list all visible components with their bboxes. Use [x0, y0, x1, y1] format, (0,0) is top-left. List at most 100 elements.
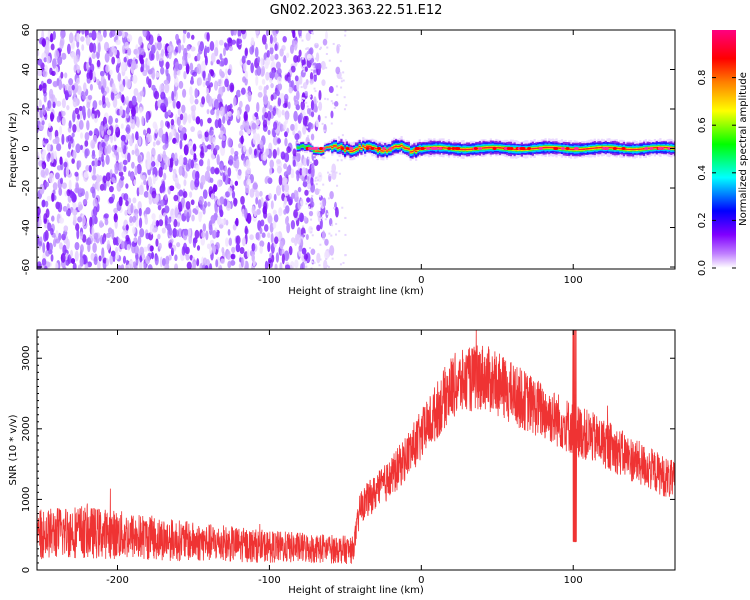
spectrogram-noise-blob	[306, 53, 312, 61]
spectrogram-noise-blob	[74, 241, 80, 251]
spectrogram-noise-blob	[284, 183, 290, 193]
spectrogram-noise-blob	[151, 161, 156, 167]
spectrogram-noise-blob	[160, 49, 165, 57]
spectrogram-noise-blob	[169, 185, 175, 192]
spectrogram-noise-blob	[283, 55, 287, 64]
spectrogram-faint-point	[331, 257, 334, 260]
spectrogram-signal-cell	[484, 147, 487, 149]
spectrogram-noise-blob	[61, 52, 67, 60]
spectrogram-noise-blob	[185, 200, 191, 210]
spectrogram-faint-point	[338, 76, 341, 79]
spectrogram-noise-blob	[284, 264, 290, 269]
spectrogram-noise-blob	[213, 184, 218, 192]
spectrogram-hotspot	[519, 147, 524, 151]
spectrogram-noise-blob	[44, 222, 48, 229]
spectrogram-faint-point	[328, 59, 331, 62]
spectrogram-noise-blob	[151, 213, 156, 220]
spectrogram-noise-blob	[118, 161, 124, 173]
spectrogram-noise-blob	[135, 219, 140, 228]
spectrogram-faint-point	[304, 265, 307, 268]
spectrogram-hotspot	[612, 147, 617, 151]
spectrogram-noise-blob	[53, 150, 57, 160]
spectrogram-noise-blob	[262, 206, 268, 215]
spectrogram-noise-blob	[262, 119, 268, 128]
spectrogram-noise-blob	[98, 220, 104, 229]
spectrogram-faint-point	[314, 177, 317, 180]
spectrogram-noise-blob	[227, 111, 232, 117]
spectrogram-noise-blob	[299, 212, 304, 223]
spectrogram-faint-point	[318, 195, 321, 198]
spectrogram-noise-blob	[46, 55, 51, 64]
spectrogram-noise-blob	[131, 149, 135, 155]
spectrogram-faint-point	[317, 106, 320, 109]
spectrogram-faint-point	[303, 233, 306, 236]
spectrogram-noise-blob	[163, 172, 167, 181]
spectrogram-noise-blob	[135, 255, 139, 267]
spectrogram-signal-cell	[415, 150, 418, 152]
spectrogram-noise-blob	[100, 70, 105, 77]
spectrogram-y-tick-label: -20	[21, 180, 32, 196]
spectrogram-noise-blob	[73, 55, 78, 65]
spectrogram-signal-cell	[637, 148, 640, 150]
spectrogram-signal-cell	[579, 148, 582, 151]
spectrogram-noise-blob	[219, 209, 224, 218]
spectrogram-faint-point	[325, 257, 328, 260]
spectrogram-hotspot	[573, 147, 578, 151]
spectrogram-noise-blob	[254, 112, 259, 118]
spectrogram-signal-cell	[409, 151, 412, 153]
spectrogram-noise-blob	[294, 75, 299, 82]
spectrogram-hotspot	[473, 147, 478, 151]
spectrogram-noise-blob	[324, 250, 329, 260]
spectrogram-noise-blob	[201, 134, 205, 144]
spectrogram-noise-blob	[270, 200, 274, 210]
spectrogram-noise-blob	[282, 176, 287, 186]
spectrogram-faint-point	[307, 157, 310, 160]
spectrogram-noise-blob	[97, 42, 101, 54]
spectrogram-noise-blob	[257, 91, 263, 98]
spectrogram-noise-blob	[43, 213, 48, 224]
spectrogram-signal-cell	[303, 146, 307, 149]
spectrogram-noise-blob	[233, 197, 238, 207]
spectrogram-noise-blob	[52, 30, 56, 40]
spectrogram-noise-blob	[264, 112, 268, 119]
spectrogram-hotspot	[554, 147, 559, 151]
spectrogram-noise-blob	[41, 199, 46, 208]
spectrogram-noise-blob	[243, 61, 247, 72]
spectrogram-noise-blob	[133, 245, 140, 255]
spectrogram-noise-blob	[328, 86, 334, 93]
spectrogram-noise-blob	[194, 178, 200, 188]
spectrogram-noise-blob	[272, 209, 277, 215]
spectrogram-noise-blob	[268, 192, 272, 200]
spectrogram-faint-point	[331, 224, 334, 227]
spectrogram-faint-point	[333, 106, 336, 109]
spectrogram-signal-cell	[542, 146, 545, 149]
spectrogram-noise-blob	[38, 160, 43, 167]
spectrogram-noise-blob	[143, 179, 147, 186]
spectrogram-noise-blob	[227, 137, 233, 148]
spectrogram-noise-blob	[196, 63, 202, 75]
spectrogram-faint-point	[301, 39, 304, 42]
spectrogram-noise-blob	[177, 201, 183, 213]
spectrogram-noise-blob	[50, 152, 55, 164]
spectrogram-noise-blob	[251, 243, 256, 252]
spectrogram-faint-point	[319, 202, 322, 205]
spectrogram-noise-blob	[206, 144, 212, 150]
spectrogram-noise-blob	[277, 83, 283, 91]
spectrogram-noise-blob	[187, 114, 192, 124]
spectrogram-noise-blob	[62, 244, 67, 256]
spectrogram-noise-blob	[162, 144, 168, 151]
spectrogram-noise-blob	[71, 158, 75, 164]
spectrogram-noise-blob	[219, 53, 223, 61]
snr-y-tick-label: 0	[21, 567, 32, 573]
spectrogram-noise-blob	[264, 61, 269, 70]
spectrogram-noise-blob	[289, 261, 295, 269]
spectrogram-noise-blob	[330, 110, 334, 119]
spectrogram-noise-blob	[182, 88, 187, 98]
spectrogram-noise-blob	[243, 144, 246, 153]
spectrogram-noise-blob	[199, 118, 204, 127]
spectrogram-noise-blob	[47, 100, 52, 109]
spectrogram-noise-blob	[130, 171, 135, 181]
spectrogram-faint-point	[305, 202, 308, 205]
spectrogram-noise-blob	[250, 62, 254, 74]
spectrogram-noise-blob	[108, 196, 114, 204]
